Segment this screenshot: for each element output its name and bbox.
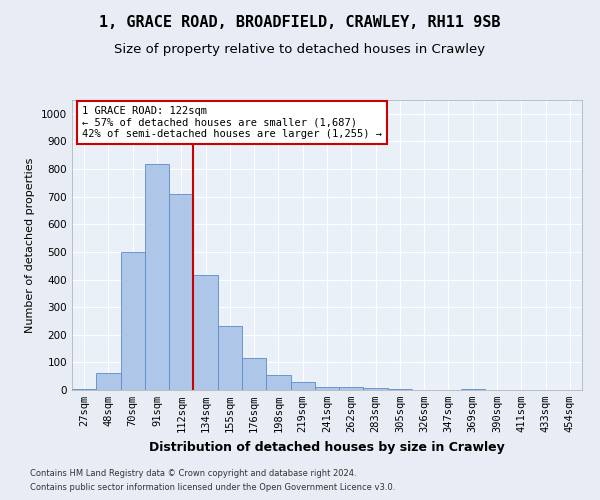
Bar bbox=[461, 388, 485, 390]
Bar bbox=[242, 358, 266, 390]
Bar bbox=[364, 388, 388, 390]
Bar bbox=[193, 276, 218, 390]
Bar bbox=[145, 164, 169, 390]
Text: Contains HM Land Registry data © Crown copyright and database right 2024.: Contains HM Land Registry data © Crown c… bbox=[30, 468, 356, 477]
Bar bbox=[339, 386, 364, 390]
Text: Size of property relative to detached houses in Crawley: Size of property relative to detached ho… bbox=[115, 42, 485, 56]
Bar bbox=[121, 252, 145, 390]
Text: 1, GRACE ROAD, BROADFIELD, CRAWLEY, RH11 9SB: 1, GRACE ROAD, BROADFIELD, CRAWLEY, RH11… bbox=[99, 15, 501, 30]
Bar bbox=[169, 194, 193, 390]
Bar bbox=[72, 388, 96, 390]
Bar bbox=[218, 326, 242, 390]
Bar bbox=[266, 375, 290, 390]
Text: 1 GRACE ROAD: 122sqm
← 57% of detached houses are smaller (1,687)
42% of semi-de: 1 GRACE ROAD: 122sqm ← 57% of detached h… bbox=[82, 106, 382, 139]
Bar bbox=[388, 388, 412, 390]
X-axis label: Distribution of detached houses by size in Crawley: Distribution of detached houses by size … bbox=[149, 440, 505, 454]
Text: Contains public sector information licensed under the Open Government Licence v3: Contains public sector information licen… bbox=[30, 484, 395, 492]
Bar bbox=[290, 382, 315, 390]
Bar bbox=[96, 374, 121, 390]
Y-axis label: Number of detached properties: Number of detached properties bbox=[25, 158, 35, 332]
Bar bbox=[315, 386, 339, 390]
